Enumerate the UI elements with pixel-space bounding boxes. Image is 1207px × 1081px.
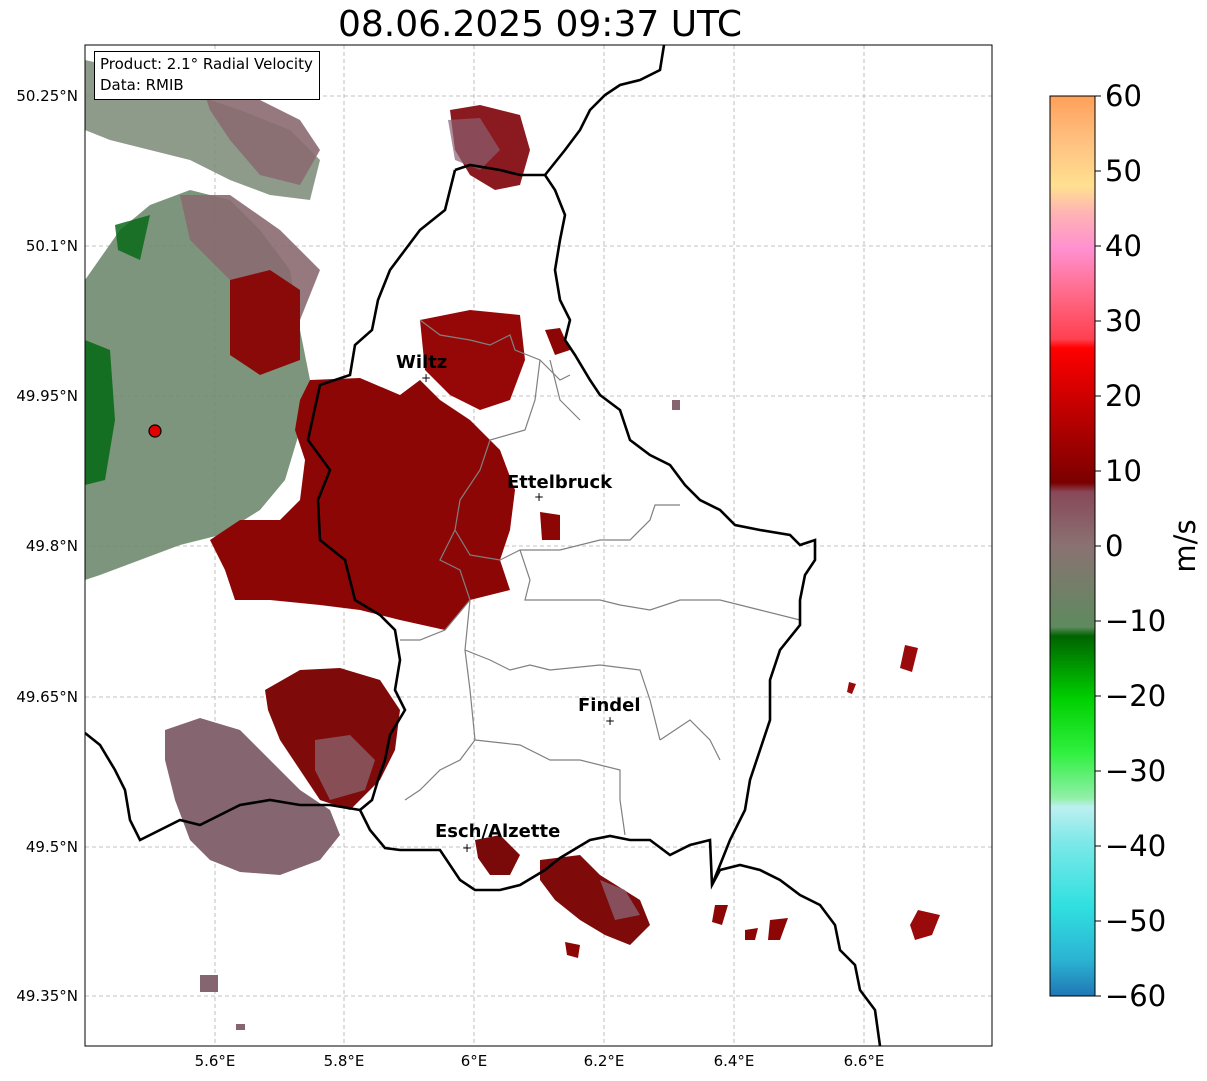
colorbar-tick-label: 20 [1105, 379, 1142, 413]
lat-tick-label: 49.65°N [16, 688, 78, 706]
lon-tick-label: 6.6°E [844, 1052, 885, 1070]
colorbar-tick-label: −30 [1105, 754, 1166, 788]
radar-site-marker [149, 425, 161, 437]
city-label-findel: Findel [578, 695, 641, 716]
echo-ettelbruck-small [540, 512, 560, 540]
city-label-wiltz: Wiltz [396, 352, 447, 373]
city-label-esch-alzette: Esch/Alzette [435, 821, 560, 842]
colorbar: 60 50 40 30 20 10 0 −10 −20 −30 −40 −50 … [1050, 79, 1202, 1013]
lat-tick-label: 49.8°N [26, 537, 78, 555]
echo-speck-sw-2 [236, 1024, 245, 1030]
colorbar-tick-label: −10 [1105, 604, 1166, 638]
lat-axis: 50.25°N 50.1°N 49.95°N 49.8°N 49.65°N 49… [16, 87, 78, 1005]
colorbar-tick-label: −50 [1105, 904, 1166, 938]
lat-tick-label: 50.25°N [16, 87, 78, 105]
lon-tick-label: 6.2°E [584, 1052, 625, 1070]
lat-tick-label: 49.35°N [16, 987, 78, 1005]
lon-tick-label: 5.8°E [324, 1052, 365, 1070]
city-marker-wiltz: + [421, 371, 431, 385]
colorbar-tick-label: 10 [1105, 454, 1142, 488]
colorbar-unit-label: m/s [1168, 519, 1202, 572]
echo-speck-sw-1 [200, 975, 218, 992]
product-label: Product: 2.1° Radial Velocity [100, 54, 313, 75]
lat-tick-label: 49.95°N [16, 387, 78, 405]
colorbar-gradient [1050, 96, 1095, 996]
colorbar-tick-label: 30 [1105, 304, 1142, 338]
city-marker-esch-alzette: + [462, 841, 472, 855]
colorbar-tick-label: −20 [1105, 679, 1166, 713]
colorbar-tick-label: −60 [1105, 979, 1166, 1013]
echo-east-7 [672, 400, 680, 410]
city-marker-ettelbruck: + [534, 490, 544, 504]
colorbar-tick-label: 0 [1105, 529, 1123, 563]
lat-tick-label: 50.1°N [26, 237, 78, 255]
colorbar-tick-label: 40 [1105, 229, 1142, 263]
lon-tick-label: 6.4°E [714, 1052, 755, 1070]
city-marker-findel: + [605, 714, 615, 728]
product-info-box: Product: 2.1° Radial Velocity Data: RMIB [94, 51, 320, 100]
lon-tick-label: 5.6°E [195, 1052, 236, 1070]
lon-axis: 5.6°E 5.8°E 6°E 6.2°E 6.4°E 6.6°E [195, 1052, 885, 1070]
data-source-label: Data: RMIB [100, 75, 313, 96]
lon-tick-label: 6°E [461, 1052, 488, 1070]
echo-west-red [230, 270, 300, 375]
city-label-ettelbruck: Ettelbruck [507, 472, 613, 493]
colorbar-tick-label: 60 [1105, 79, 1142, 113]
colorbar-tick-label: −40 [1105, 829, 1166, 863]
lat-tick-label: 49.5°N [26, 838, 78, 856]
colorbar-tick-label: 50 [1105, 154, 1142, 188]
colorbar-ticks [1095, 96, 1101, 996]
